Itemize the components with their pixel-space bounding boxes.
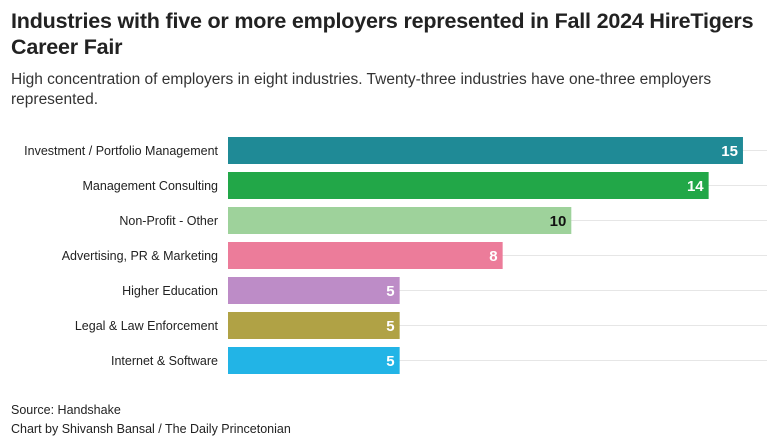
- bar-chart: Investment / Portfolio Management 15 Manag…: [24, 137, 767, 374]
- category-label: Advertising, PR & Marketing: [62, 249, 218, 263]
- data-label: 8: [489, 248, 497, 265]
- chart-title: Industries with five or more employers r…: [11, 9, 754, 59]
- source-note: Source: Handshake: [11, 403, 121, 417]
- data-label: 5: [386, 353, 394, 370]
- data-label: 5: [386, 283, 394, 300]
- data-label: 15: [721, 143, 738, 160]
- bar: [228, 277, 400, 304]
- chart-footer: Source: Handshake Chart by Shivansh Bans…: [11, 401, 291, 439]
- category-label: Management Consulting: [83, 179, 219, 193]
- category-label: Non-Profit - Other: [119, 214, 218, 228]
- category-label: Internet & Software: [111, 354, 218, 368]
- bar: [228, 137, 743, 164]
- data-label: 5: [386, 318, 394, 335]
- data-label: 14: [687, 178, 704, 195]
- bar: [228, 242, 503, 269]
- chart-subtitle: High concentration of employers in eight…: [11, 71, 712, 108]
- bar: [228, 207, 572, 234]
- category-label: Higher Education: [122, 284, 218, 298]
- category-label: Investment / Portfolio Management: [24, 144, 218, 158]
- credit-note: Chart by Shivansh Bansal / The Daily Pri…: [11, 422, 291, 436]
- bar: [228, 172, 709, 199]
- bar: [228, 347, 400, 374]
- data-label: 10: [550, 213, 567, 230]
- bar: [228, 312, 400, 339]
- category-label: Legal & Law Enforcement: [75, 319, 219, 333]
